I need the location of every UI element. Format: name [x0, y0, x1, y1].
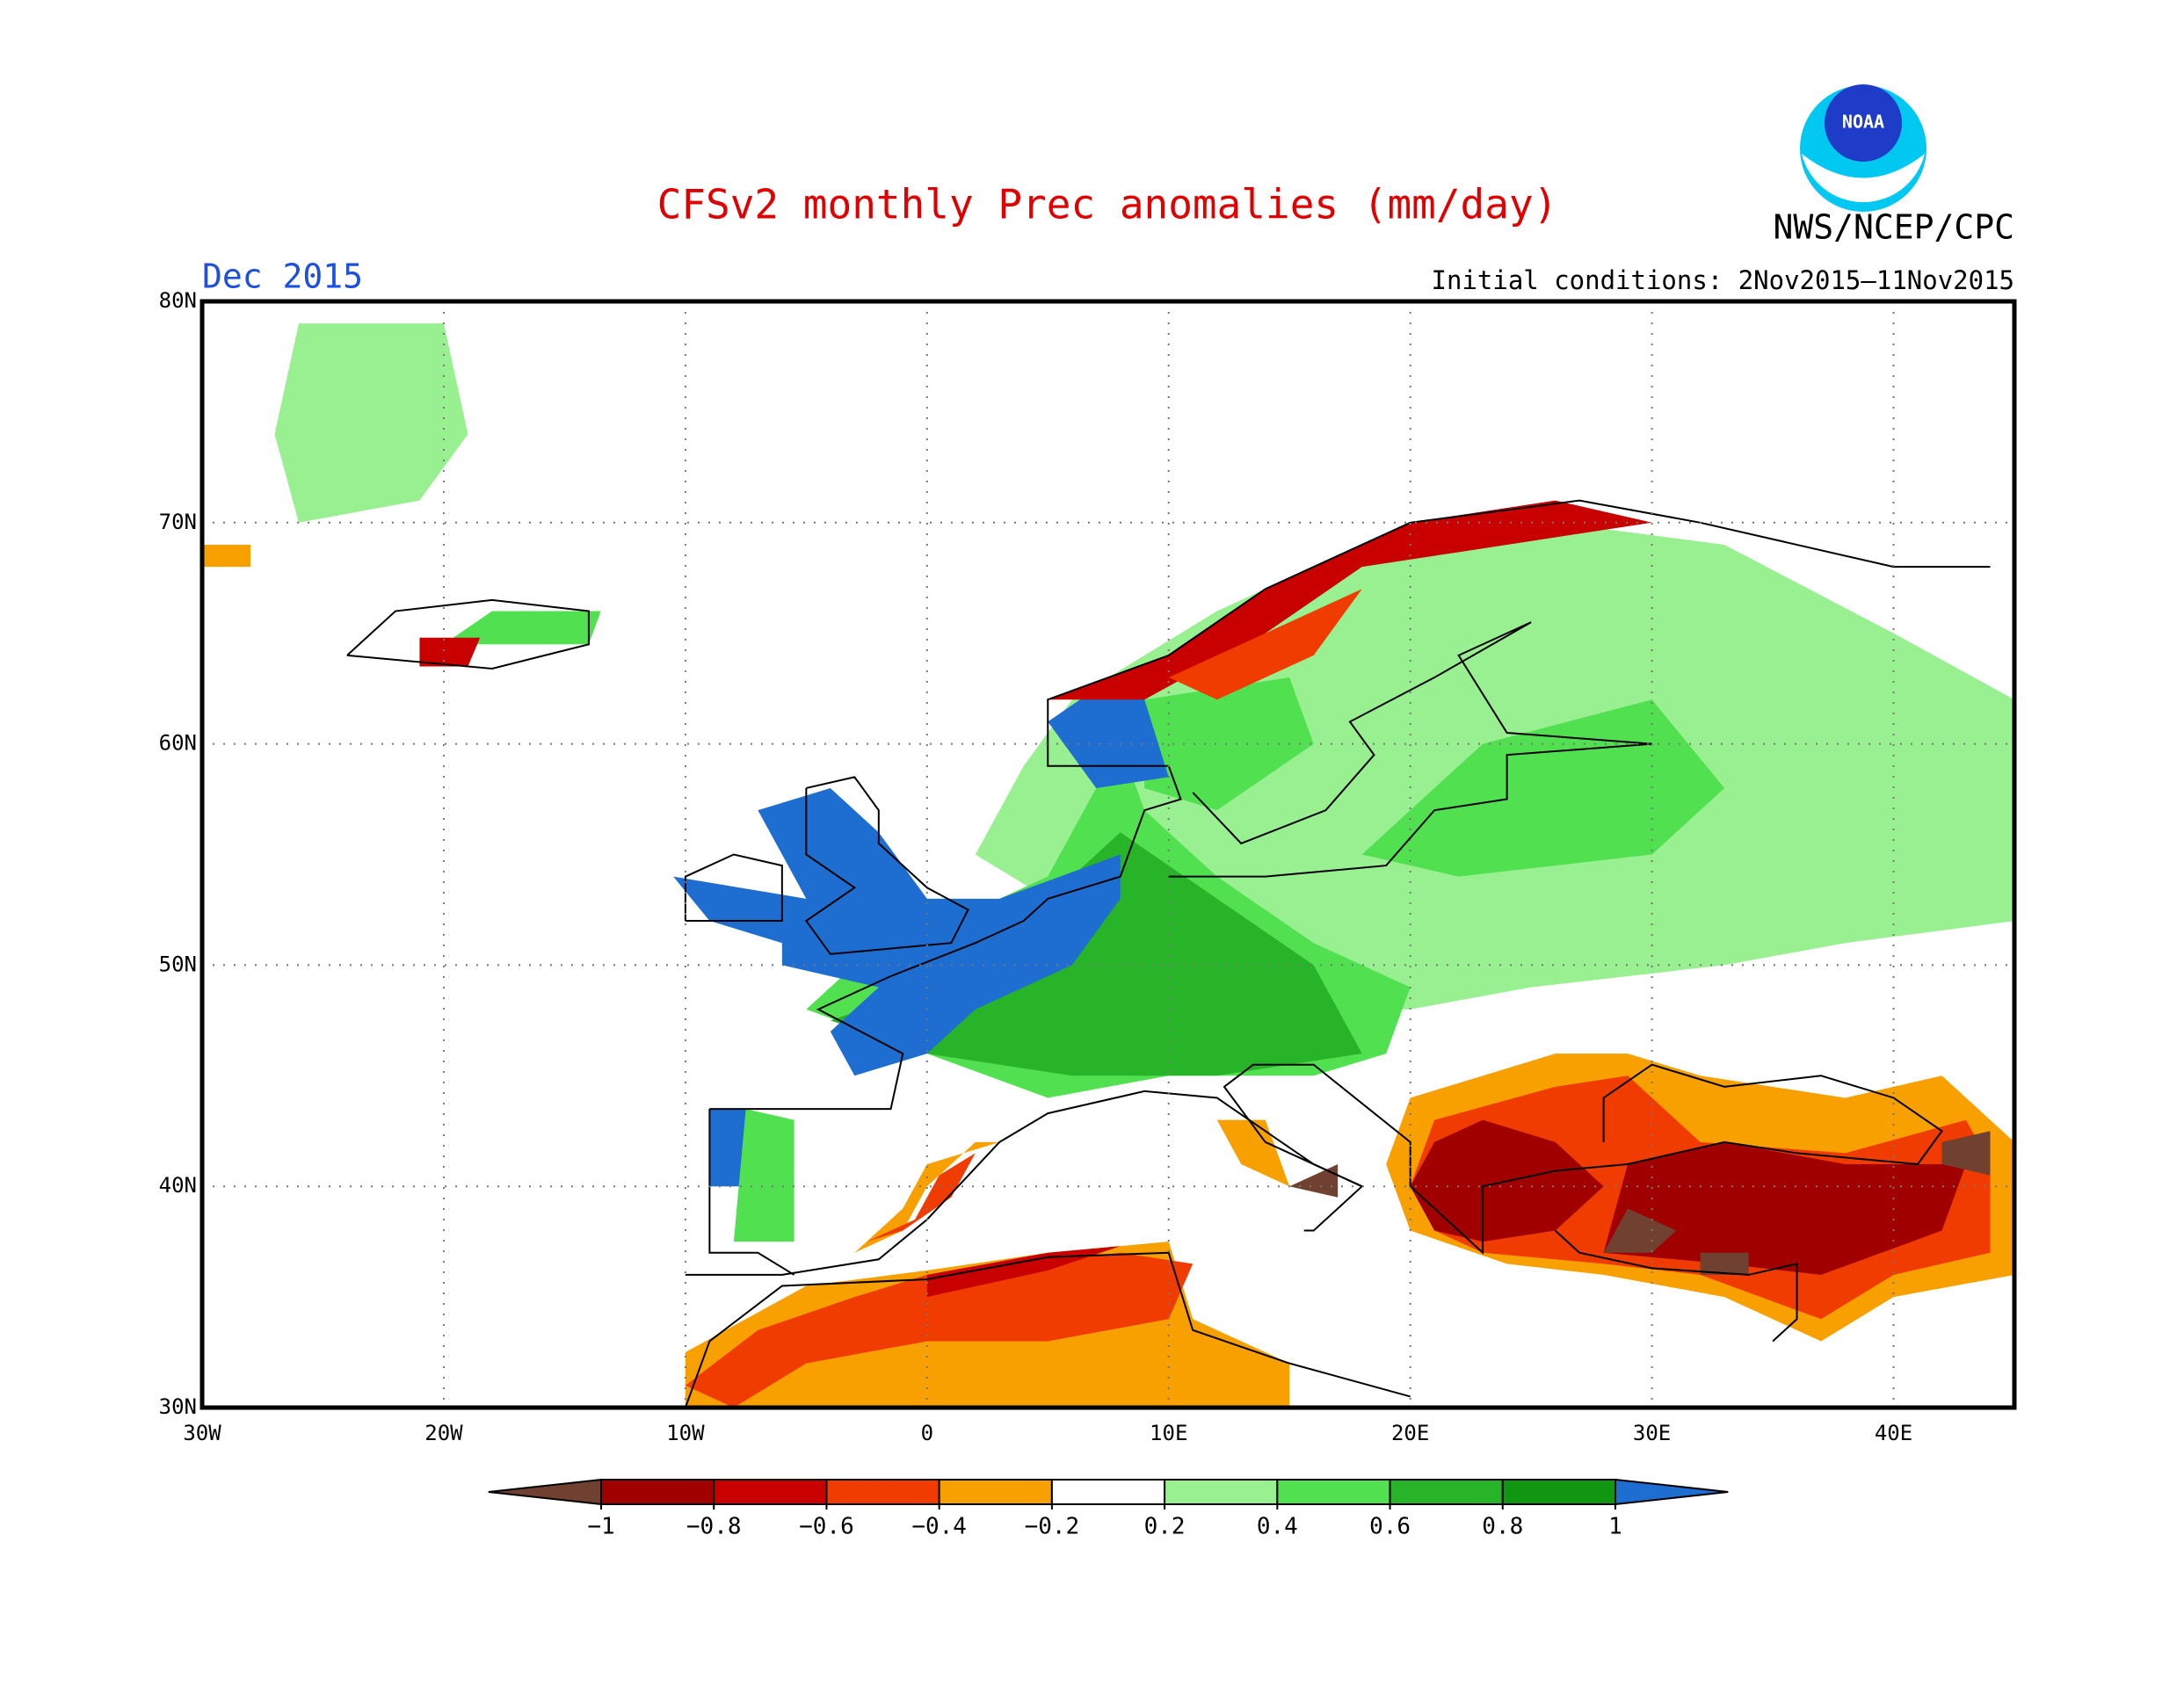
- coastline: [709, 499, 1991, 1111]
- anomaly-region: [733, 1109, 795, 1242]
- colorbar-tick-label: −0.2: [1025, 1514, 1080, 1540]
- anomaly-region: [926, 1246, 1121, 1298]
- anomaly-region: [685, 1252, 1194, 1408]
- coastline: [1409, 1063, 1943, 1256]
- colorbar-box: [1276, 1479, 1391, 1505]
- lat-tick-label: 70N: [159, 510, 197, 534]
- logo-text: NOAA: [1842, 112, 1884, 133]
- colorbar-box: [1164, 1479, 1279, 1505]
- logo-center: [1825, 84, 1902, 162]
- anomaly-region: [1144, 677, 1314, 811]
- lat-tick-label: 60N: [159, 731, 197, 756]
- lat-tick-label: 50N: [159, 952, 197, 976]
- anomaly-region: [1603, 1208, 1677, 1253]
- anomaly-region: [673, 787, 1121, 1076]
- lon-tick-label: 30W: [183, 1421, 221, 1445]
- lon-tick-label: 10E: [1150, 1421, 1187, 1445]
- colorbar-tick-label: 0.4: [1257, 1514, 1298, 1540]
- anomaly-region: [709, 1109, 746, 1187]
- month-label: Dec 2015: [202, 257, 363, 296]
- anomaly-region: [443, 611, 601, 645]
- colorbar-tick-label: 1: [1608, 1514, 1622, 1540]
- coastline: [346, 598, 590, 670]
- coastline: [684, 853, 783, 923]
- lon-tick-label: 0: [921, 1421, 933, 1445]
- coastline: [684, 1251, 1411, 1408]
- colorbar-box: [938, 1479, 1053, 1505]
- anomaly-region: [202, 544, 250, 568]
- map-frame: [200, 299, 2017, 1410]
- colorbar-box: [1050, 1479, 1166, 1505]
- map: 30N 40N 50N 60N 70N 80N 30W 20W 10W 0 10E 20E 30E 40E: [159, 288, 2017, 1445]
- logo-wave: [1802, 154, 1925, 203]
- colorbar-box: [1389, 1479, 1504, 1505]
- colorbar-tick-label: 0.6: [1369, 1514, 1411, 1540]
- lon-tick-label: 40E: [1875, 1421, 1912, 1445]
- lat-tick-label: 30N: [159, 1394, 197, 1419]
- lon-tick-label: 20E: [1391, 1421, 1429, 1445]
- colorbar-box: [600, 1479, 715, 1505]
- colorbar-tick-label: −0.8: [686, 1514, 742, 1540]
- anomaly-region: [1603, 1141, 1967, 1275]
- anomaly-region: [1168, 589, 1362, 700]
- colorbar-tick-label: 0.2: [1144, 1514, 1186, 1540]
- lat-tick-label: 80N: [159, 288, 197, 313]
- coastline: [685, 1090, 1364, 1276]
- colorbar-tick-label: 0.8: [1482, 1514, 1523, 1540]
- coastline: [1554, 1229, 1798, 1343]
- colorbar: −1 −0.8 −0.6 −0.4 −0.2 0.2 0.4 0.6 0.8 1: [488, 1478, 1729, 1540]
- colorbar-high: [1614, 1478, 1729, 1506]
- anomaly-region: [1361, 699, 1725, 877]
- anomaly-region: [854, 1141, 1000, 1253]
- noaa-logo: NOAA: [1800, 84, 1926, 212]
- coastline: [1168, 621, 1652, 878]
- colorbar-low: [488, 1478, 602, 1506]
- colorbar-box: [825, 1479, 940, 1505]
- colorbar-box: [1501, 1479, 1617, 1505]
- anomaly-region: [1048, 500, 1652, 700]
- colorbar-tick-label: −1: [587, 1514, 614, 1540]
- lon-tick-label: 30E: [1633, 1421, 1671, 1445]
- coastline: [708, 1109, 795, 1276]
- source-label: NWS/NCEP/CPC: [1773, 208, 2014, 247]
- lon-tick-label: 10W: [666, 1421, 705, 1445]
- colorbar-box: [713, 1479, 828, 1505]
- colorbar-tick-label: −0.6: [799, 1514, 854, 1540]
- anomaly-region: [419, 637, 481, 667]
- initial-conditions: Initial conditions: 2Nov2015–11Nov2015: [1432, 265, 2014, 295]
- anomaly-region: [1289, 1164, 1339, 1198]
- lat-tick-label: 40N: [159, 1173, 197, 1198]
- colorbar-tick-label: −0.4: [911, 1514, 967, 1540]
- anomaly-region: [1700, 1252, 1749, 1275]
- title: CFSv2 monthly Prec anomalies (mm/day): [657, 181, 1558, 228]
- coastline: [1223, 1063, 1411, 1188]
- anomaly-region: [1216, 1119, 1290, 1187]
- anomaly-region: [274, 323, 468, 523]
- anomaly-region: [867, 1153, 976, 1242]
- anomaly-region: [1048, 688, 1169, 788]
- coastline: [804, 776, 969, 955]
- lon-tick-label: 20W: [424, 1421, 463, 1445]
- anomaly-region: [1941, 1131, 1991, 1176]
